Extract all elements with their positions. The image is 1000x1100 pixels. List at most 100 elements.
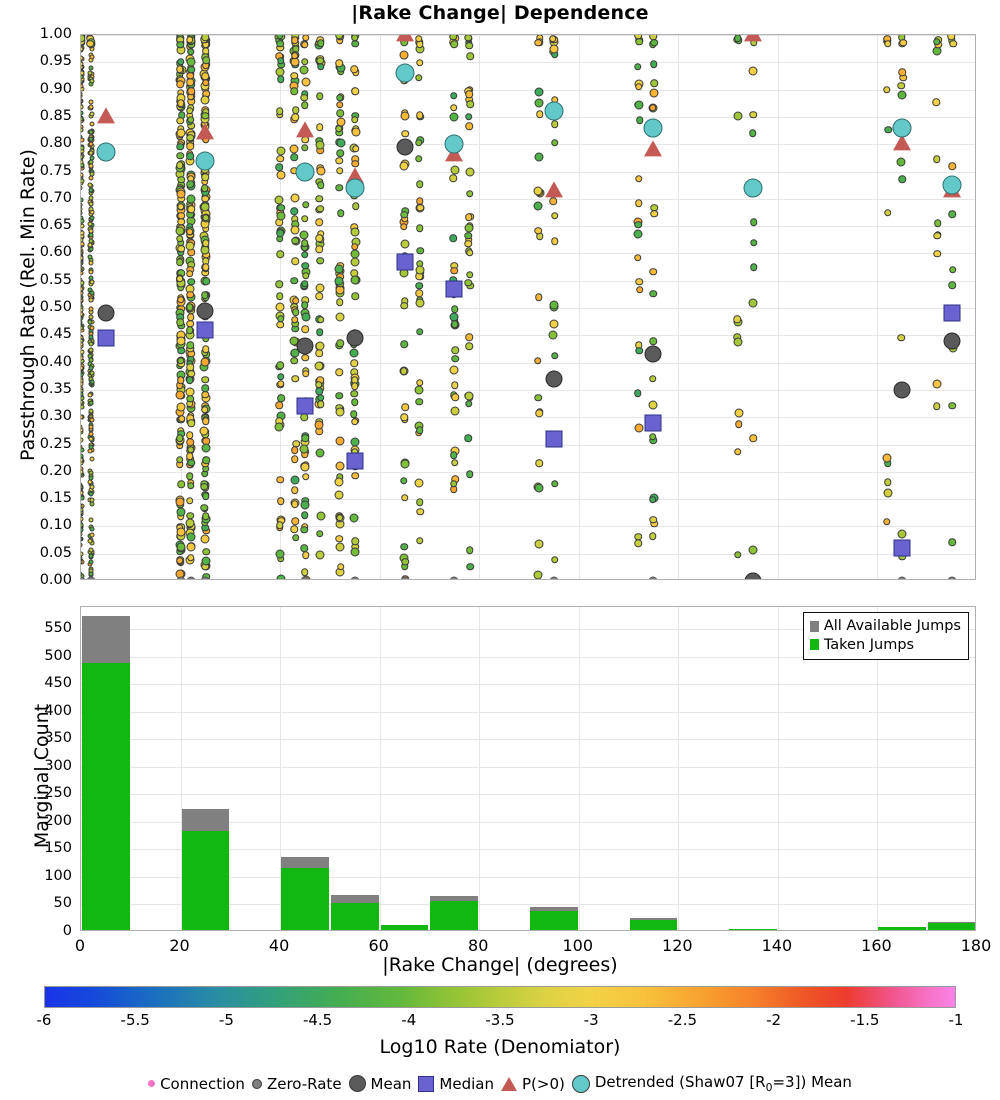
- connection-point: [350, 417, 359, 426]
- connection-point: [316, 511, 326, 521]
- connection-point: [276, 361, 284, 370]
- connection-point: [897, 529, 907, 539]
- connection-point: [81, 35, 86, 42]
- connection-point: [948, 538, 956, 546]
- connection-point: [464, 391, 474, 401]
- histogram-legend: All Available Jumps Taken Jumps: [802, 612, 969, 661]
- connection-point: [351, 127, 361, 137]
- connection-point: [176, 235, 184, 243]
- connection-point: [748, 545, 758, 555]
- connection-point: [335, 436, 345, 446]
- connection-point: [201, 376, 210, 384]
- connection-point: [750, 263, 758, 272]
- connection-point: [276, 250, 285, 258]
- grid-line-horizontal: [81, 389, 975, 391]
- connection-point: [400, 211, 409, 219]
- grid-line-horizontal: [81, 444, 975, 446]
- connection-point: [336, 109, 344, 118]
- connection-point: [416, 508, 425, 516]
- scatter-y-axis-label: Passthrough Rate (Rel. Min Rate): [17, 149, 39, 461]
- mean-marker: [396, 138, 414, 156]
- grid-line-horizontal: [81, 526, 975, 528]
- connection-point: [314, 361, 324, 371]
- connection-point: [185, 518, 195, 528]
- connection-point: [316, 56, 325, 65]
- connection-point: [464, 434, 473, 443]
- connection-point: [186, 180, 194, 188]
- connection-point: [749, 129, 757, 138]
- colorbar-tick: -1.5: [850, 1011, 880, 1029]
- marker-legend-item: Median: [418, 1075, 494, 1093]
- marker-legend-item: Zero-Rate: [251, 1075, 342, 1093]
- histogram-x-tick: 80: [468, 936, 489, 955]
- connection-point: [648, 400, 658, 410]
- connection-point: [81, 307, 84, 313]
- connection-point: [633, 229, 643, 239]
- connection-point: [300, 462, 310, 472]
- grid-line-horizontal: [81, 89, 975, 91]
- connection-point: [648, 103, 657, 112]
- connection-point: [414, 73, 423, 82]
- connection-point: [81, 531, 83, 537]
- detrended-mean-marker: [96, 142, 116, 162]
- histogram-x-tick: 100: [562, 936, 594, 955]
- connection-point: [415, 298, 425, 308]
- scatter-y-tick: 0.85: [39, 107, 72, 124]
- connection-point: [81, 218, 85, 224]
- grid-line-horizontal: [81, 253, 975, 255]
- connection-point: [316, 328, 324, 336]
- connection-point: [301, 325, 309, 334]
- connection-point: [187, 458, 196, 467]
- p-gt-0-marker: [296, 120, 314, 137]
- connection-point: [335, 101, 344, 109]
- connection-point: [350, 382, 359, 390]
- connection-point: [87, 479, 93, 485]
- connection-point: [81, 185, 83, 191]
- connection-point: [301, 472, 310, 481]
- histogram-bar: [181, 808, 230, 930]
- connection-point: [416, 426, 424, 434]
- grid-line-vertical: [379, 607, 381, 930]
- connection-point: [88, 571, 94, 577]
- connection-point: [301, 271, 310, 280]
- connection-point: [202, 548, 210, 556]
- connection-point: [335, 312, 345, 322]
- grid-line-vertical: [777, 607, 779, 930]
- connection-point: [89, 325, 95, 331]
- connection-point: [350, 410, 358, 418]
- connection-point: [351, 537, 359, 546]
- connection-point: [200, 291, 209, 299]
- connection-point: [934, 219, 942, 227]
- connection-point: [81, 355, 84, 361]
- connection-point: [416, 536, 424, 545]
- colorbar-tick: -6: [36, 1011, 52, 1029]
- scatter-plot-area[interactable]: [81, 35, 975, 579]
- connection-point: [464, 35, 473, 42]
- grid-line-horizontal: [81, 62, 975, 64]
- connection-point: [634, 83, 643, 91]
- connection-point: [416, 328, 424, 336]
- connection-point: [275, 280, 283, 289]
- connection-point: [415, 289, 423, 297]
- connection-point: [336, 138, 346, 148]
- connection-point: [176, 128, 186, 138]
- connection-point: [533, 570, 543, 579]
- detrended-mean-marker: [544, 101, 564, 121]
- connection-point: [465, 42, 474, 50]
- connection-point: [315, 292, 324, 300]
- mean-marker: [196, 302, 214, 320]
- histogram-x-tick: 0: [74, 936, 86, 955]
- connection-point: [185, 376, 194, 384]
- scatter-y-tick: 0.15: [39, 490, 72, 507]
- connection-point: [291, 236, 300, 245]
- connection-point: [535, 459, 544, 468]
- connection-point: [81, 372, 84, 378]
- detrended-mean-marker: [345, 178, 365, 198]
- detrended-mean-marker: [295, 162, 315, 181]
- histogram-x-tick: 120: [662, 936, 693, 955]
- connection-point: [883, 85, 891, 94]
- colorbar-tick: -4.5: [302, 1011, 333, 1029]
- connection-point: [316, 205, 324, 213]
- grid-line-horizontal: [81, 684, 975, 686]
- connection-point: [748, 298, 758, 308]
